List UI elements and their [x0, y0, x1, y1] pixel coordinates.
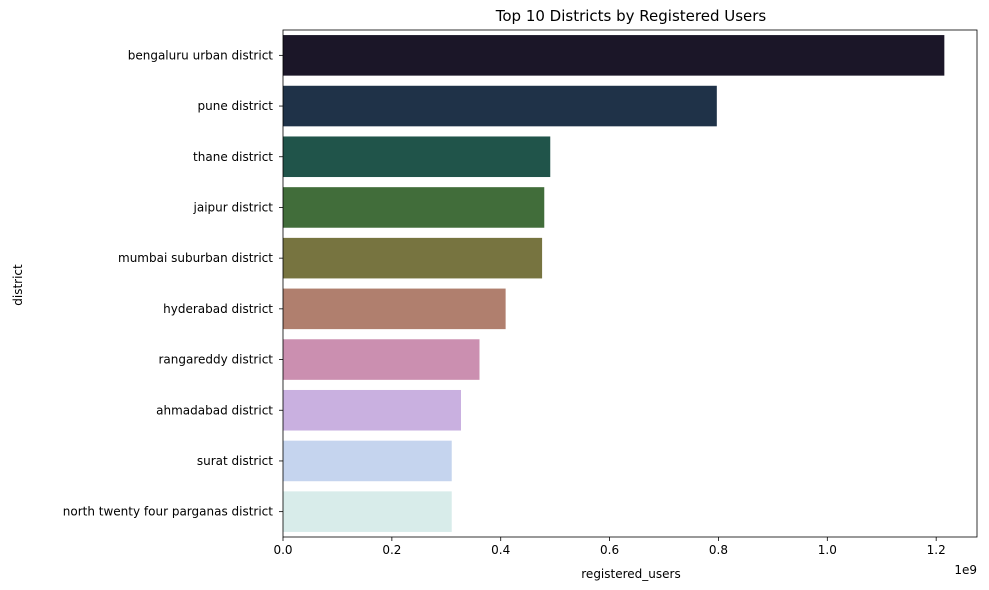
x-tick-label: 0.4: [491, 543, 510, 557]
x-tick-label: 1.2: [927, 543, 946, 557]
bar: [283, 389, 461, 431]
x-axis-ticks: 0.0 0.2 0.4 0.6 0.8 1.0 1.2: [273, 537, 946, 557]
y-tick-label: hyderabad district: [163, 302, 273, 316]
bars-group: [283, 35, 945, 532]
bar: [283, 288, 506, 330]
y-tick-label: north twenty four parganas district: [63, 505, 274, 519]
y-tick-label: pune district: [197, 99, 273, 113]
x-tick-label: 0.6: [600, 543, 619, 557]
y-tick-label: mumbai suburban district: [118, 251, 273, 265]
x-axis-label: registered_users: [581, 567, 680, 581]
y-tick-label: jaipur district: [193, 200, 274, 214]
chart-title: Top 10 Districts by Registered Users: [495, 7, 767, 25]
x-tick-label: 0.0: [273, 543, 292, 557]
y-tick-label: ahmadabad district: [156, 403, 273, 417]
bar: [283, 339, 480, 380]
bar: [283, 187, 545, 228]
bar: [283, 35, 945, 76]
bar: [283, 136, 551, 178]
bar: [283, 85, 717, 127]
y-tick-label: rangareddy district: [158, 353, 273, 367]
bar: [283, 237, 543, 279]
x-axis-offset-text: 1e9: [954, 563, 977, 577]
plot-frame: [282, 29, 978, 538]
y-tick-label: bengaluru urban district: [128, 48, 274, 62]
x-tick-label: 0.8: [709, 543, 728, 557]
y-tick-label: surat district: [197, 454, 273, 468]
x-tick-label: 0.2: [382, 543, 401, 557]
x-tick-label: 1.0: [818, 543, 837, 557]
y-axis-label: district: [11, 264, 25, 306]
bar: [283, 491, 452, 532]
bar: [283, 440, 452, 482]
y-axis-ticks: bengaluru urban district pune district tha…: [63, 48, 283, 519]
y-tick-label: thane district: [193, 150, 273, 164]
